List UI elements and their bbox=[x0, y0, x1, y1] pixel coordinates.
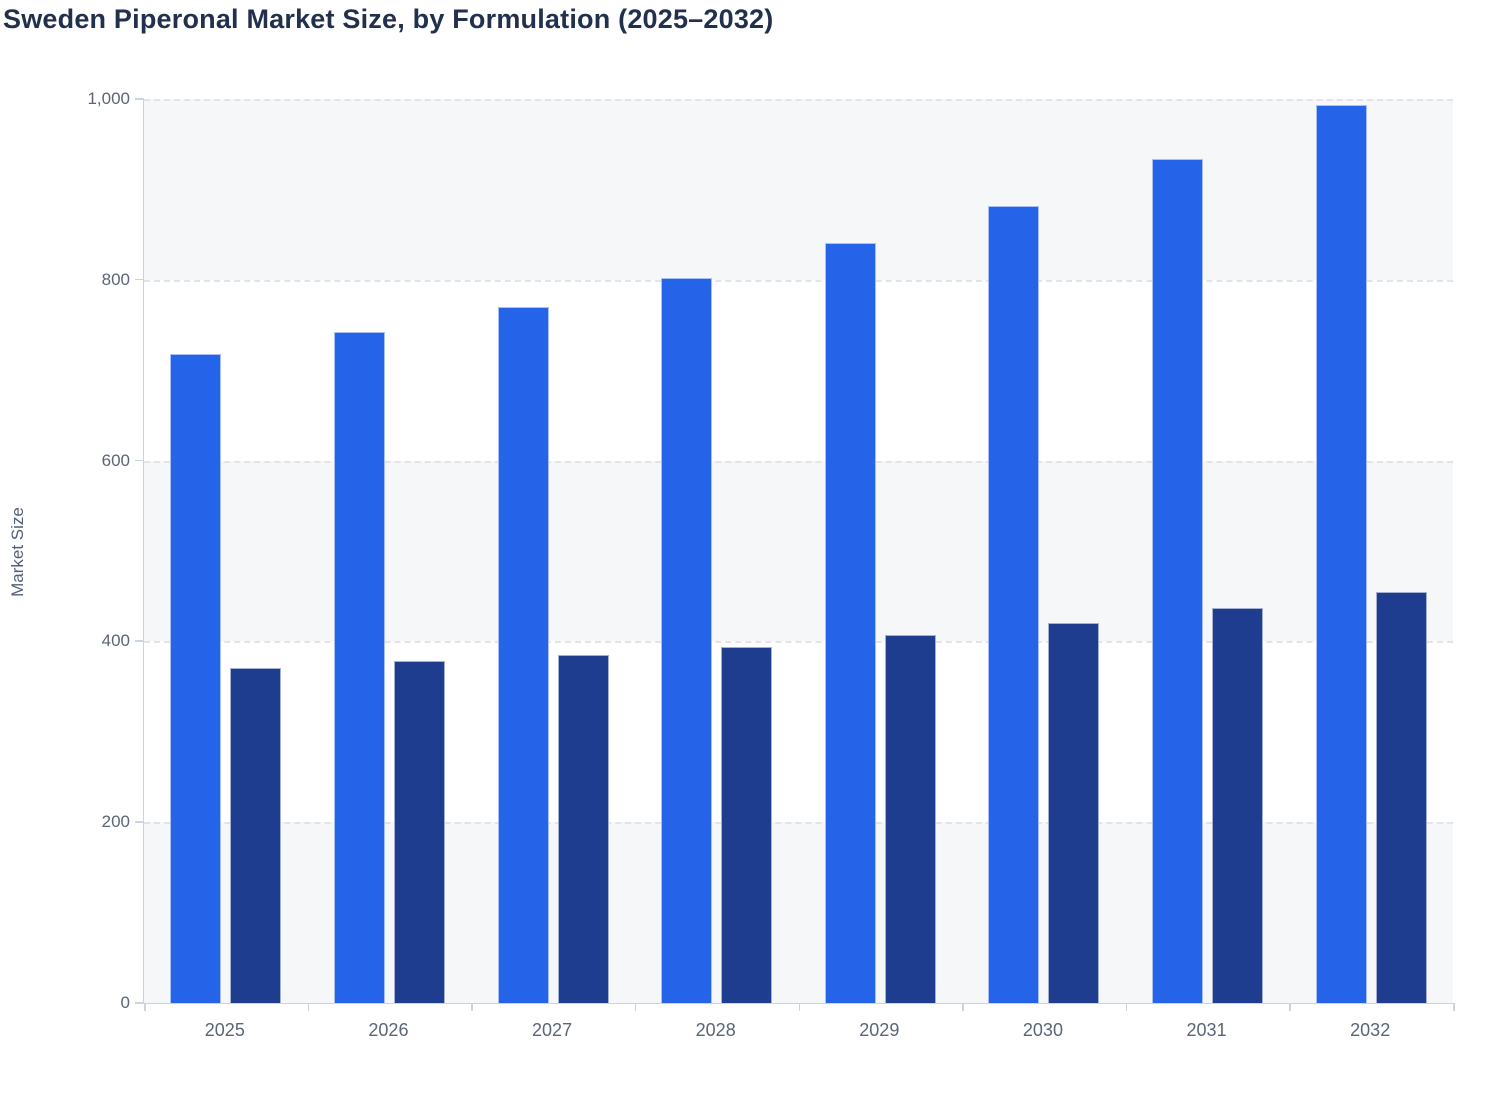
x-axis-label-2028: 2028 bbox=[695, 1020, 736, 1040]
x-axis-tick bbox=[471, 1003, 473, 1011]
x-axis-tick bbox=[798, 1003, 800, 1011]
y-tick-label: 1,000 bbox=[87, 89, 130, 108]
x-axis-tick bbox=[1125, 1003, 1128, 1011]
y-tick-label: 200 bbox=[101, 812, 130, 832]
y-tick-label: 400 bbox=[101, 631, 130, 651]
y-axis-tick bbox=[135, 821, 144, 823]
bar-series-2-2031[interactable] bbox=[1212, 607, 1264, 1003]
bar-series-2-2027[interactable] bbox=[557, 654, 609, 1003]
bar-series-2-2032[interactable] bbox=[1375, 591, 1427, 1003]
bar-series-2-2030[interactable] bbox=[1048, 623, 1100, 1003]
bar-group-2031 bbox=[1126, 99, 1290, 1003]
x-axis-labels: 2025 2026 2027 2028 2029 2030 2031 2032 bbox=[143, 1020, 1452, 1041]
x-axis-label-2027: 2027 bbox=[532, 1020, 573, 1040]
y-tick-label: 600 bbox=[101, 450, 130, 470]
bar-group-2032 bbox=[1289, 99, 1453, 1003]
bar-series-1-2032[interactable] bbox=[1315, 105, 1367, 1003]
bar-series-1-2030[interactable] bbox=[988, 205, 1040, 1003]
x-axis-label-2032: 2032 bbox=[1350, 1020, 1391, 1040]
x-axis-label-2030: 2030 bbox=[1022, 1020, 1063, 1040]
x-axis-tick bbox=[1289, 1003, 1291, 1011]
x-axis-tick bbox=[634, 1003, 637, 1011]
y-axis-tick bbox=[135, 1002, 144, 1004]
x-axis-label-2025: 2025 bbox=[204, 1020, 245, 1040]
bar-series-1-2025[interactable] bbox=[170, 353, 222, 1003]
plot-band bbox=[144, 99, 1453, 280]
plot-area bbox=[135, 98, 1455, 1011]
gridline bbox=[144, 822, 1453, 825]
y-axis-tick bbox=[135, 278, 144, 281]
gridline bbox=[144, 641, 1453, 644]
y-axis-labels: 0 200 400 600 800 1,000 bbox=[0, 89, 132, 1012]
bar-group-2028 bbox=[635, 99, 799, 1003]
chart-title: Sweden Piperonal Market Size, by Formula… bbox=[3, 4, 774, 34]
x-axis-tick bbox=[962, 1003, 964, 1011]
x-axis-tick bbox=[1453, 1003, 1455, 1011]
x-axis-label-2026: 2026 bbox=[368, 1020, 409, 1040]
y-axis-tick bbox=[135, 98, 144, 100]
gridline bbox=[144, 279, 1453, 282]
gridline bbox=[144, 99, 1453, 101]
y-axis-tick bbox=[135, 459, 144, 462]
y-tick-label: 0 bbox=[120, 993, 130, 1012]
x-axis-label-2029: 2029 bbox=[859, 1020, 900, 1040]
bar-group-2026 bbox=[308, 99, 472, 1003]
bar-series-2-2025[interactable] bbox=[230, 667, 282, 1003]
bar-group-2027 bbox=[471, 99, 635, 1003]
x-axis-tick bbox=[144, 1003, 146, 1011]
bar-series-1-2029[interactable] bbox=[824, 242, 876, 1003]
bar-series-1-2026[interactable] bbox=[333, 332, 385, 1003]
bar-series-2-2026[interactable] bbox=[393, 661, 445, 1003]
bar-series-1-2027[interactable] bbox=[497, 306, 549, 1003]
x-axis-tick bbox=[307, 1003, 310, 1011]
bar-series-2-2029[interactable] bbox=[884, 635, 936, 1003]
bar-group-2030 bbox=[962, 99, 1126, 1003]
bar-group-2025 bbox=[144, 99, 308, 1003]
y-tick-label: 800 bbox=[101, 269, 130, 289]
x-axis-label-2031: 2031 bbox=[1186, 1020, 1227, 1040]
bar-series-1-2031[interactable] bbox=[1152, 158, 1204, 1003]
bar-series-1-2028[interactable] bbox=[661, 278, 713, 1003]
bar-series-2-2028[interactable] bbox=[721, 646, 773, 1003]
bar-groups bbox=[144, 99, 1453, 1003]
gridline bbox=[144, 460, 1453, 463]
y-axis-tick bbox=[135, 640, 144, 642]
bar-group-2029 bbox=[799, 99, 963, 1003]
